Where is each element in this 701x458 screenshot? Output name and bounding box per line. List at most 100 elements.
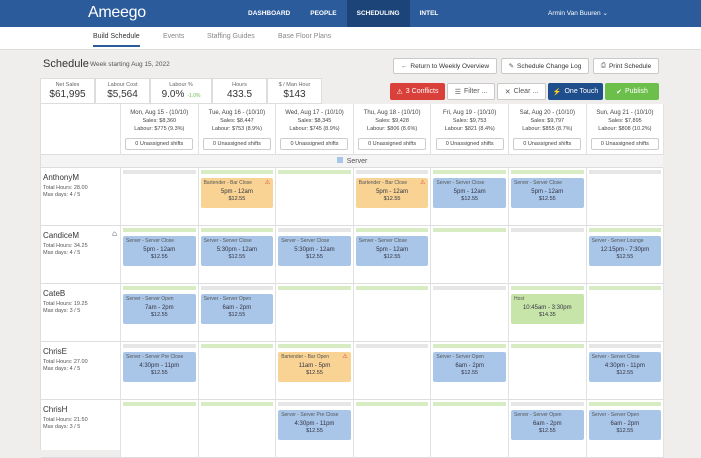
- schedule-cell[interactable]: Server - Server Close 5pm - 12am $12.55: [353, 226, 432, 284]
- unassigned-button[interactable]: 0 Unassigned shifts: [590, 138, 659, 150]
- unassigned-button[interactable]: 0 Unassigned shifts: [280, 138, 349, 150]
- shift[interactable]: Server - Server Close 5pm - 12am $12.55: [355, 236, 429, 266]
- action-button[interactable]: ⚠ 3 Conflicts: [390, 83, 445, 100]
- shift-role: Bartender - Bar Open: [281, 354, 329, 360]
- employee-name[interactable]: AnthonyM: [43, 173, 80, 182]
- schedule-cell[interactable]: Server - Server Lounge 12:15pm - 7:30pm $1…: [586, 226, 665, 284]
- shift[interactable]: Server - Server Open 6am - 2pm $12.55: [200, 294, 274, 324]
- schedule-cell[interactable]: Server - Server Open 6am - 2pm $12.55: [586, 400, 665, 458]
- schedule-cell[interactable]: Host 10:45am - 3:30pm $14.35: [509, 284, 587, 342]
- shift-role: Server - Server Lounge: [591, 238, 644, 244]
- schedule-cell[interactable]: [353, 342, 432, 400]
- action-button[interactable]: ☰ Filter ...: [447, 83, 495, 100]
- employee-name[interactable]: ChrisE: [43, 347, 68, 356]
- shift[interactable]: Bartender - Bar Open 11am - 5pm $12.55 ⚠: [278, 352, 351, 382]
- shift-wage: $12.55: [228, 312, 246, 318]
- availability-bar: [355, 344, 429, 348]
- schedule-cell[interactable]: Server - Server Close 4:30pm - 11pm $12.55: [586, 342, 665, 400]
- schedule-cell[interactable]: Server - Server Pre Close 4:30pm - 11pm $1…: [121, 342, 199, 400]
- nav-item[interactable]: INTEL: [419, 10, 439, 17]
- employee-name[interactable]: CateB: [43, 289, 66, 298]
- sub-nav-item[interactable]: Events: [163, 33, 185, 40]
- user-menu[interactable]: Armin Van Buuren ⌄: [548, 10, 608, 17]
- schedule-cell[interactable]: [353, 284, 432, 342]
- shift[interactable]: Host 10:45am - 3:30pm $14.35: [511, 294, 584, 324]
- sub-nav-item[interactable]: Base Floor Plans: [278, 33, 332, 40]
- shift[interactable]: Server - Server Close 5pm - 12am $12.55: [433, 178, 506, 208]
- shift[interactable]: Bartender - Bar Close 5pm - 12am $12.55 ⚠: [355, 178, 429, 208]
- shift[interactable]: Server - Server Open 7am - 2pm $12.55: [123, 294, 196, 324]
- shift[interactable]: Server - Server Close 5pm - 12am $12.55: [511, 178, 584, 208]
- shift[interactable]: Server - Server Pre Close 4:30pm - 11pm $1…: [278, 410, 351, 440]
- shift[interactable]: Server - Server Open 6am - 2pm $12.55: [433, 352, 506, 382]
- shift[interactable]: Server - Server Pre Close 4:30pm - 11pm $1…: [123, 352, 196, 382]
- schedule-cell[interactable]: [586, 168, 665, 226]
- availability-bar: [355, 228, 429, 232]
- schedule-cell[interactable]: [509, 226, 587, 284]
- nav-item[interactable]: PEOPLE: [310, 10, 337, 17]
- availability-bar: [123, 344, 196, 348]
- unassigned-button[interactable]: 0 Unassigned shifts: [435, 138, 504, 150]
- schedule-cell[interactable]: Server - Server Close 5:30pm - 12am $12.55: [276, 226, 354, 284]
- day-header: Wed, Aug 17 - (10/10) Sales: $8,345 Labour…: [276, 104, 354, 155]
- nav-item[interactable]: DASHBOARD: [248, 10, 291, 17]
- shift[interactable]: Server - Server Open 6am - 2pm $12.55: [588, 410, 662, 440]
- schedule-cell[interactable]: Server - Server Open 6am - 2pm $12.55: [198, 284, 277, 342]
- schedule-cell[interactable]: Server - Server Close 5:30pm - 12am $12.55: [198, 226, 277, 284]
- stat-value: 433.5: [213, 89, 266, 100]
- schedule-cell[interactable]: [276, 168, 354, 226]
- schedule-cell[interactable]: [586, 284, 665, 342]
- unassigned-button[interactable]: 0 Unassigned shifts: [202, 138, 271, 150]
- shift[interactable]: Server - Server Open 6am - 2pm $12.55: [511, 410, 584, 440]
- shift-time: 6am - 2pm: [455, 363, 485, 369]
- day-header: Mon, Aug 15 - (10/10) Sales: $8,360 Labour…: [121, 104, 199, 155]
- schedule-cell[interactable]: [431, 400, 509, 458]
- header-button[interactable]: ✎ Schedule Change Log: [501, 58, 589, 74]
- shift[interactable]: Bartender - Bar Close 5pm - 12am $12.55 ⚠: [200, 178, 274, 208]
- day-labour: Labour: $806 (8.6%): [367, 126, 418, 132]
- unassigned-button[interactable]: 0 Unassigned shifts: [358, 138, 427, 150]
- unassigned-button[interactable]: 0 Unassigned shifts: [513, 138, 582, 150]
- schedule-cell[interactable]: [198, 342, 277, 400]
- schedule-cell[interactable]: [431, 284, 509, 342]
- action-button[interactable]: ✔ Publish: [605, 83, 659, 100]
- day-labour: Labour: $808 (10.2%): [598, 126, 652, 132]
- sub-nav-item[interactable]: Build Schedule: [93, 33, 140, 47]
- schedule-cell[interactable]: Server - Server Open 6am - 2pm $12.55: [431, 342, 509, 400]
- logo[interactable]: Ameego: [88, 4, 146, 21]
- home-icon: ⌂: [112, 229, 117, 238]
- availability-bar: [200, 402, 274, 406]
- header-button[interactable]: ← Return to Weekly Overview: [393, 58, 497, 74]
- shift-time: 5pm - 12am: [376, 247, 409, 253]
- shift[interactable]: Server - Server Close 4:30pm - 11pm $12.55: [588, 352, 662, 382]
- sub-nav-item[interactable]: Staffing Guides: [207, 33, 255, 40]
- schedule-cell[interactable]: Bartender - Bar Close 5pm - 12am $12.55 ⚠: [198, 168, 277, 226]
- shift[interactable]: Server - Server Lounge 12:15pm - 7:30pm $1…: [588, 236, 662, 266]
- schedule-cell[interactable]: Server - Server Pre Close 4:30pm - 11pm $1…: [276, 400, 354, 458]
- unassigned-button[interactable]: 0 Unassigned shifts: [125, 138, 194, 150]
- availability-bar: [123, 228, 196, 232]
- shift[interactable]: Server - Server Close 5:30pm - 12am $12.55: [278, 236, 351, 266]
- schedule-cell[interactable]: [121, 168, 199, 226]
- header-button[interactable]: ⎙ Print Schedule: [593, 58, 659, 74]
- schedule-cell[interactable]: [121, 400, 199, 458]
- schedule-cell[interactable]: [431, 226, 509, 284]
- schedule-cell[interactable]: [353, 400, 432, 458]
- employee-name[interactable]: ChrisH: [43, 405, 68, 414]
- employee-name[interactable]: CandiceM: [43, 231, 80, 240]
- schedule-cell[interactable]: [276, 284, 354, 342]
- action-button[interactable]: ⚡ One Touch: [548, 83, 603, 100]
- schedule-cell[interactable]: [509, 342, 587, 400]
- action-button[interactable]: ✕ Clear ...: [497, 83, 546, 100]
- schedule-cell[interactable]: Bartender - Bar Close 5pm - 12am $12.55 ⚠: [353, 168, 432, 226]
- schedule-cell[interactable]: Server - Server Close 5pm - 12am $12.55: [509, 168, 587, 226]
- schedule-cell[interactable]: Server - Server Close 5pm - 12am $12.55: [431, 168, 509, 226]
- shift[interactable]: Server - Server Close 5:30pm - 12am $12.55: [200, 236, 274, 266]
- schedule-cell[interactable]: Server - Server Open 6am - 2pm $12.55: [509, 400, 587, 458]
- nav-item[interactable]: SCHEDULING: [346, 0, 410, 27]
- schedule-cell[interactable]: Server - Server Open 7am - 2pm $12.55: [121, 284, 199, 342]
- schedule-cell[interactable]: [198, 400, 277, 458]
- schedule-cell[interactable]: Bartender - Bar Open 11am - 5pm $12.55 ⚠: [276, 342, 354, 400]
- schedule-cell[interactable]: Server - Server Close 5pm - 12am $12.55: [121, 226, 199, 284]
- shift[interactable]: Server - Server Close 5pm - 12am $12.55: [123, 236, 196, 266]
